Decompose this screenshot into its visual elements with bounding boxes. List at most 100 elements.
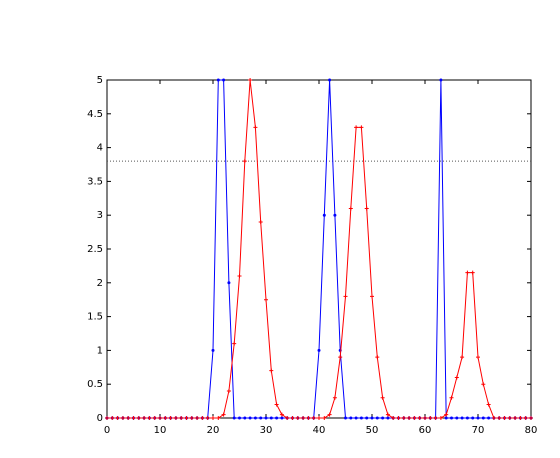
x-tick-label: 0	[104, 425, 110, 436]
marker	[290, 416, 295, 420]
y-tick-label: 2.5	[87, 244, 103, 255]
marker	[481, 382, 486, 387]
marker	[216, 416, 221, 420]
marker	[502, 416, 507, 420]
marker	[423, 416, 427, 420]
y-tick-label: 2	[97, 278, 103, 289]
marker	[385, 412, 390, 417]
marker	[242, 159, 247, 164]
marker	[460, 416, 464, 420]
marker	[396, 416, 401, 420]
marker	[110, 416, 115, 420]
marker	[433, 416, 438, 420]
marker	[328, 78, 332, 82]
marker	[364, 206, 369, 211]
marker	[200, 416, 205, 420]
marker	[507, 416, 512, 420]
marker	[168, 416, 173, 420]
marker	[529, 416, 533, 420]
marker	[465, 270, 470, 275]
marker	[487, 416, 491, 420]
marker	[412, 416, 417, 420]
marker	[264, 416, 268, 420]
marker	[120, 416, 125, 420]
y-tick-label: 1	[97, 345, 103, 356]
marker	[147, 416, 152, 420]
marker	[306, 416, 311, 420]
marker	[248, 78, 253, 82]
marker	[518, 416, 523, 420]
y-tick-label: 0	[97, 413, 103, 424]
marker	[226, 388, 231, 393]
marker	[365, 416, 369, 420]
marker	[481, 416, 485, 420]
marker	[248, 416, 252, 420]
marker	[295, 416, 300, 420]
marker	[491, 416, 496, 420]
y-tick-label: 5	[97, 75, 103, 86]
marker	[343, 294, 348, 299]
marker	[348, 206, 353, 211]
marker	[269, 416, 273, 420]
marker	[317, 348, 321, 352]
marker	[391, 416, 396, 420]
marker	[126, 416, 131, 420]
marker	[253, 125, 258, 130]
marker	[338, 355, 343, 360]
marker	[380, 395, 385, 400]
y-tick-label: 4	[97, 143, 103, 154]
marker	[359, 125, 364, 130]
y-tick-label: 4.5	[87, 109, 103, 120]
marker	[280, 416, 284, 420]
marker	[211, 348, 215, 352]
marker	[438, 416, 443, 420]
marker	[497, 416, 502, 420]
marker	[322, 213, 326, 217]
marker	[179, 416, 184, 420]
marker	[417, 416, 422, 420]
marker	[275, 416, 279, 420]
marker	[476, 416, 480, 420]
marker	[513, 416, 518, 420]
marker	[131, 416, 136, 420]
marker	[317, 416, 321, 420]
y-tick-label: 1.5	[87, 312, 103, 323]
marker	[274, 402, 279, 407]
marker	[195, 416, 200, 420]
marker	[237, 274, 242, 279]
marker	[259, 416, 263, 420]
marker	[454, 375, 459, 380]
marker	[471, 416, 475, 420]
marker	[465, 416, 469, 420]
marker	[264, 297, 268, 302]
marker	[232, 341, 237, 346]
x-tick-label: 30	[260, 425, 273, 436]
marker	[455, 416, 459, 420]
x-tick-label: 60	[419, 425, 432, 436]
marker	[253, 416, 257, 420]
marker	[386, 416, 390, 420]
marker	[269, 368, 274, 373]
marker	[375, 355, 380, 360]
y-tick-label: 0.5	[87, 379, 103, 390]
y-tick-label: 3.5	[87, 176, 103, 187]
marker	[311, 416, 316, 420]
x-tick-label: 50	[366, 425, 379, 436]
marker	[370, 416, 374, 420]
marker	[444, 412, 449, 417]
marker	[163, 416, 168, 420]
plot-frame	[106, 79, 532, 419]
marker	[189, 416, 194, 420]
marker	[238, 416, 241, 420]
x-tick-label: 20	[207, 425, 220, 436]
marker	[523, 416, 528, 420]
marker	[115, 416, 120, 420]
marker	[232, 416, 236, 420]
marker	[444, 416, 448, 420]
marker	[184, 416, 189, 420]
marker	[221, 412, 226, 417]
marker	[158, 416, 162, 420]
marker	[142, 416, 147, 420]
marker	[359, 416, 363, 420]
